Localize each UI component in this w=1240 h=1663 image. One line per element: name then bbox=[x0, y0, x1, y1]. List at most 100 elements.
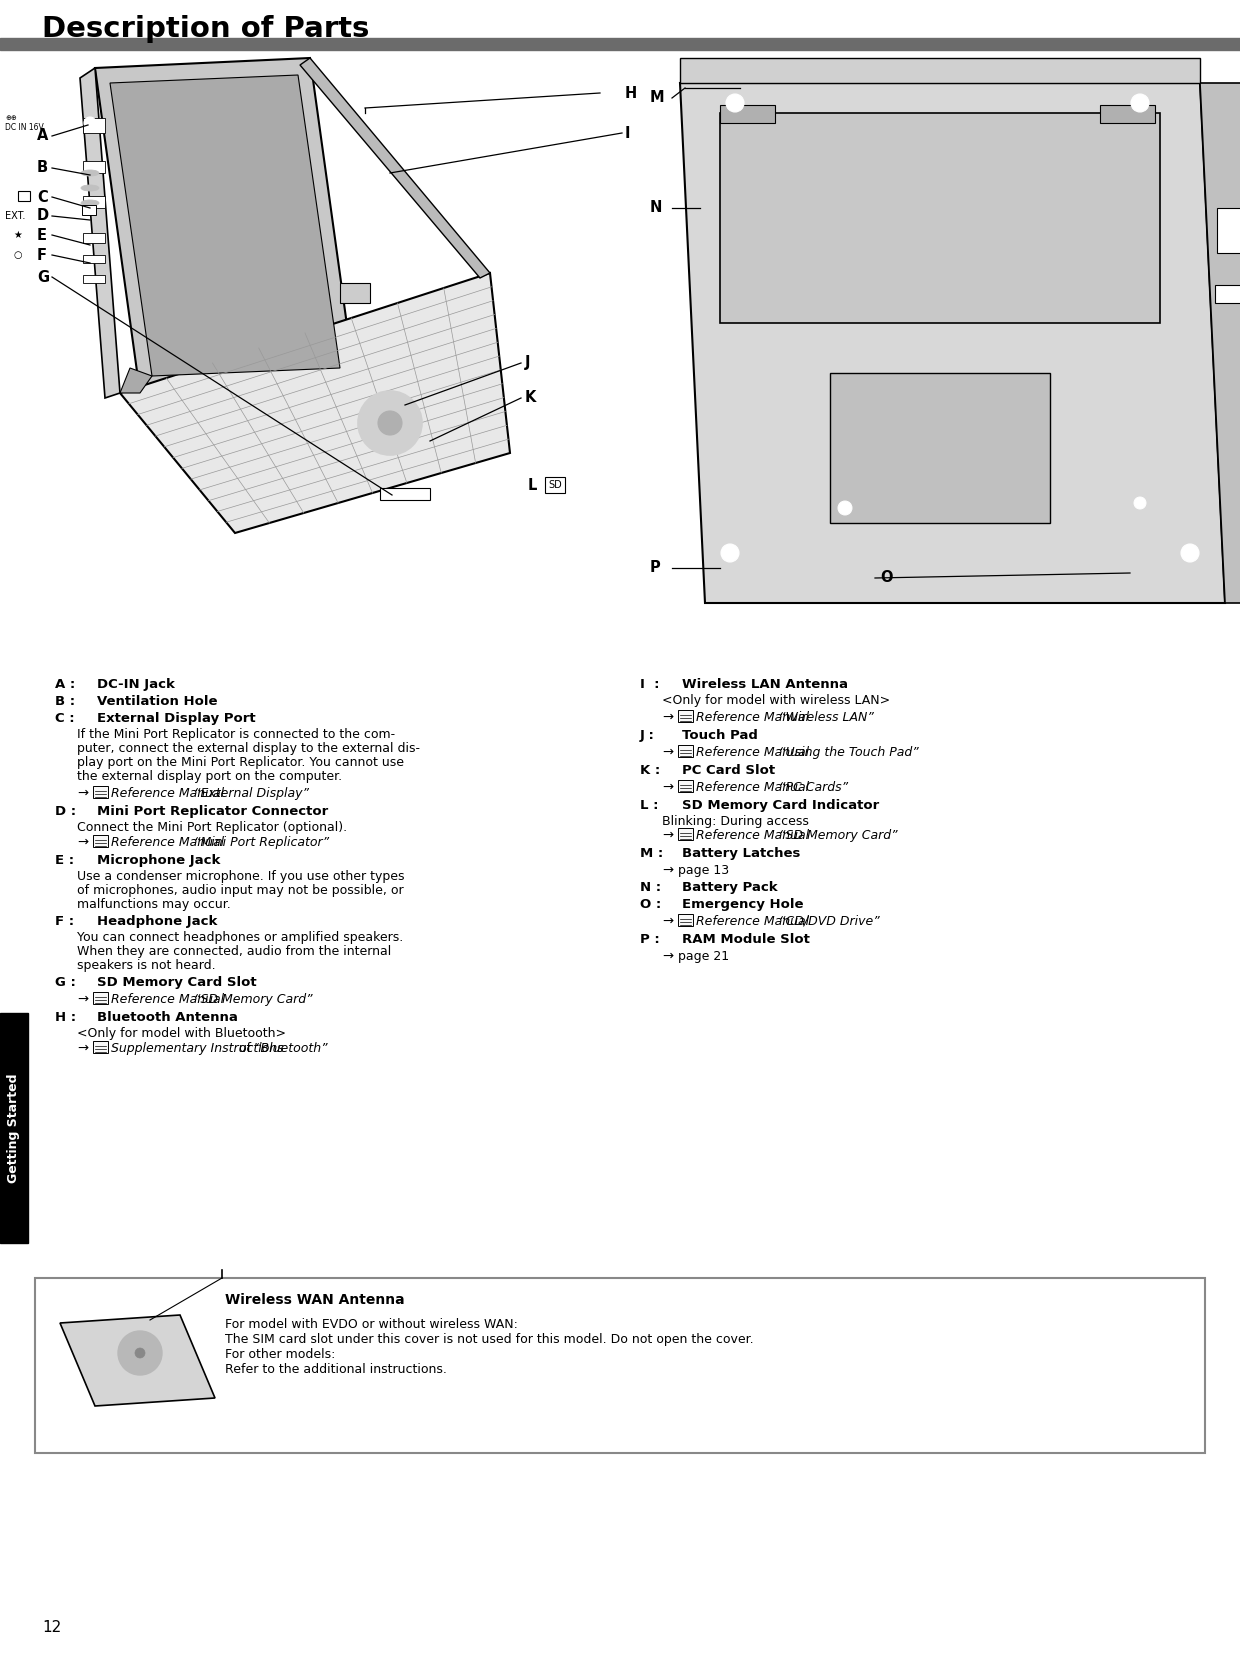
Text: F :: F : bbox=[55, 915, 74, 928]
Bar bbox=[678, 780, 693, 792]
Text: DC-IN Jack: DC-IN Jack bbox=[97, 679, 175, 692]
Text: page 13: page 13 bbox=[678, 865, 729, 876]
Text: “PC Cards”: “PC Cards” bbox=[779, 782, 848, 793]
Text: Wireless LAN Antenna: Wireless LAN Antenna bbox=[682, 679, 848, 692]
Circle shape bbox=[1131, 95, 1149, 111]
Bar bbox=[82, 205, 95, 215]
Text: If the Mini Port Replicator is connected to the com-: If the Mini Port Replicator is connected… bbox=[77, 728, 396, 742]
Text: Reference Manual: Reference Manual bbox=[696, 915, 810, 928]
Text: For other models:: For other models: bbox=[224, 1349, 335, 1360]
Text: <Only for model with wireless LAN>: <Only for model with wireless LAN> bbox=[662, 693, 890, 707]
Bar bbox=[1216, 208, 1240, 253]
Text: “Using the Touch Pad”: “Using the Touch Pad” bbox=[779, 747, 919, 758]
Text: the external display port on the computer.: the external display port on the compute… bbox=[77, 770, 342, 783]
Circle shape bbox=[1180, 544, 1199, 562]
Text: →: → bbox=[662, 915, 673, 928]
Bar bbox=[678, 710, 693, 722]
Text: D :: D : bbox=[55, 805, 76, 818]
Text: →: → bbox=[662, 950, 673, 963]
Text: Bluetooth Antenna: Bluetooth Antenna bbox=[97, 1011, 238, 1024]
Polygon shape bbox=[680, 58, 1200, 83]
Text: O: O bbox=[880, 570, 893, 585]
Text: Ventilation Hole: Ventilation Hole bbox=[97, 695, 217, 708]
Bar bbox=[678, 828, 693, 840]
Text: B :: B : bbox=[55, 695, 76, 708]
Text: Reference Manual: Reference Manual bbox=[696, 712, 810, 723]
Text: page 21: page 21 bbox=[678, 950, 729, 963]
Circle shape bbox=[378, 411, 402, 436]
Text: E: E bbox=[37, 228, 47, 243]
Text: E :: E : bbox=[55, 855, 74, 866]
Bar bbox=[0, 1013, 29, 1242]
Text: Reference Manual: Reference Manual bbox=[112, 787, 224, 800]
Text: puter, connect the external display to the external dis-: puter, connect the external display to t… bbox=[77, 742, 420, 755]
Text: You can connect headphones or amplified speakers.: You can connect headphones or amplified … bbox=[77, 931, 403, 945]
Text: The SIM card slot under this cover is not used for this model. Do not open the c: The SIM card slot under this cover is no… bbox=[224, 1334, 754, 1345]
Text: Blinking: During access: Blinking: During access bbox=[662, 815, 808, 828]
Text: speakers is not heard.: speakers is not heard. bbox=[77, 960, 216, 971]
Polygon shape bbox=[120, 273, 510, 534]
Text: DC IN 16V: DC IN 16V bbox=[5, 123, 43, 133]
Ellipse shape bbox=[81, 185, 99, 191]
Text: H :: H : bbox=[55, 1011, 76, 1024]
Text: Connect the Mini Port Replicator (optional).: Connect the Mini Port Replicator (option… bbox=[77, 822, 347, 835]
Circle shape bbox=[720, 544, 739, 562]
Text: Supplementary Instructions: Supplementary Instructions bbox=[112, 1043, 284, 1054]
Text: <Only for model with Bluetooth>: <Only for model with Bluetooth> bbox=[77, 1028, 286, 1039]
Text: Getting Started: Getting Started bbox=[7, 1073, 21, 1182]
Polygon shape bbox=[110, 75, 340, 376]
Polygon shape bbox=[60, 1315, 215, 1405]
Bar bbox=[720, 113, 1159, 323]
Text: Use a condenser microphone. If you use other types: Use a condenser microphone. If you use o… bbox=[77, 870, 404, 883]
Bar bbox=[83, 161, 105, 173]
Text: K :: K : bbox=[640, 763, 660, 777]
Bar bbox=[93, 835, 108, 846]
Text: ★: ★ bbox=[14, 229, 22, 239]
Text: play port on the Mini Port Replicator. You cannot use: play port on the Mini Port Replicator. Y… bbox=[77, 757, 404, 768]
Text: G :: G : bbox=[55, 976, 76, 989]
Ellipse shape bbox=[81, 170, 99, 176]
Polygon shape bbox=[680, 83, 1225, 604]
Circle shape bbox=[838, 501, 852, 516]
Text: I  :: I : bbox=[640, 679, 660, 692]
Polygon shape bbox=[120, 368, 153, 392]
Text: “CD/DVD Drive”: “CD/DVD Drive” bbox=[779, 915, 879, 928]
Circle shape bbox=[84, 116, 95, 130]
Text: P: P bbox=[650, 560, 661, 575]
Text: I: I bbox=[625, 125, 630, 140]
Text: Refer to the additional instructions.: Refer to the additional instructions. bbox=[224, 1364, 446, 1375]
Text: B: B bbox=[37, 161, 48, 176]
Bar bbox=[678, 745, 693, 757]
Text: →: → bbox=[77, 993, 88, 1006]
Text: Reference Manual: Reference Manual bbox=[112, 993, 224, 1006]
Text: Mini Port Replicator Connector: Mini Port Replicator Connector bbox=[97, 805, 329, 818]
Bar bbox=[93, 993, 108, 1004]
Text: “Wireless LAN”: “Wireless LAN” bbox=[779, 712, 874, 723]
Bar bbox=[720, 105, 775, 123]
Text: RAM Module Slot: RAM Module Slot bbox=[682, 933, 810, 946]
Text: of microphones, audio input may not be possible, or: of microphones, audio input may not be p… bbox=[77, 885, 404, 896]
Text: SD Memory Card Indicator: SD Memory Card Indicator bbox=[682, 798, 879, 812]
Text: →: → bbox=[77, 836, 88, 850]
Text: When they are connected, audio from the internal: When they are connected, audio from the … bbox=[77, 945, 392, 958]
Polygon shape bbox=[95, 58, 355, 392]
Bar bbox=[83, 196, 105, 208]
Text: Reference Manual: Reference Manual bbox=[112, 836, 224, 850]
Ellipse shape bbox=[81, 200, 99, 206]
Text: F: F bbox=[37, 248, 47, 263]
Text: K: K bbox=[525, 391, 537, 406]
Text: →: → bbox=[77, 1043, 88, 1054]
Text: →: → bbox=[662, 828, 673, 841]
Bar bbox=[83, 254, 105, 263]
Text: of: of bbox=[236, 1043, 255, 1054]
Text: malfunctions may occur.: malfunctions may occur. bbox=[77, 898, 231, 911]
Text: PC Card Slot: PC Card Slot bbox=[682, 763, 775, 777]
Text: A: A bbox=[37, 128, 48, 143]
Circle shape bbox=[358, 391, 422, 456]
Text: “External Display”: “External Display” bbox=[193, 787, 309, 800]
Polygon shape bbox=[1200, 83, 1240, 604]
Bar bbox=[379, 487, 430, 501]
Circle shape bbox=[118, 1330, 162, 1375]
Text: “Mini Port Replicator”: “Mini Port Replicator” bbox=[193, 836, 329, 850]
Text: Microphone Jack: Microphone Jack bbox=[97, 855, 221, 866]
